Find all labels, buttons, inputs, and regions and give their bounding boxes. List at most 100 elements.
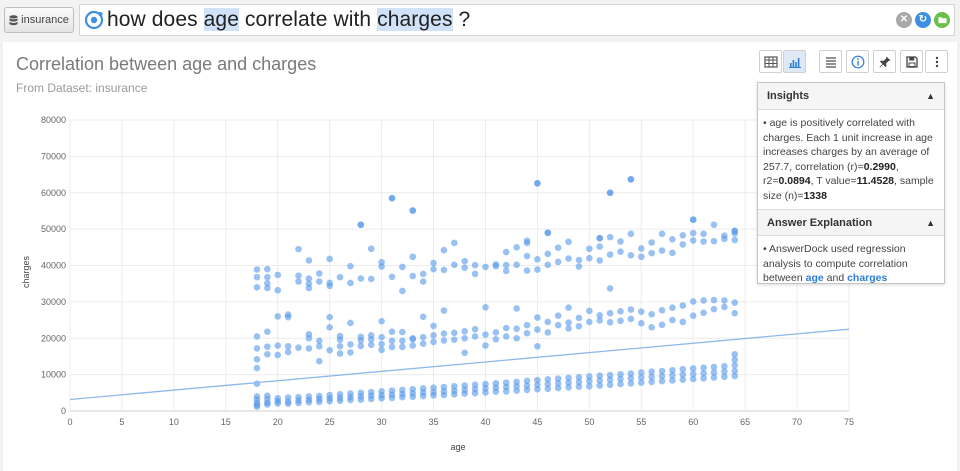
data-point[interactable] — [544, 261, 552, 269]
data-point[interactable] — [596, 243, 604, 250]
data-point[interactable] — [482, 380, 489, 388]
data-point[interactable] — [253, 393, 261, 400]
data-point[interactable] — [315, 342, 323, 350]
data-point[interactable] — [648, 249, 655, 257]
data-point[interactable] — [648, 310, 655, 318]
data-point[interactable] — [731, 299, 739, 306]
data-point[interactable] — [399, 328, 406, 336]
data-point[interactable] — [575, 263, 583, 270]
data-point[interactable] — [513, 261, 520, 269]
data-point[interactable] — [347, 341, 354, 348]
data-point[interactable] — [440, 307, 448, 314]
data-point[interactable] — [731, 361, 739, 369]
data-point[interactable] — [627, 230, 635, 238]
data-point[interactable] — [544, 318, 552, 326]
data-point[interactable] — [253, 345, 261, 352]
data-point[interactable] — [492, 336, 500, 343]
data-point[interactable] — [689, 237, 697, 244]
data-point[interactable] — [451, 336, 458, 344]
data-point[interactable] — [295, 344, 302, 352]
data-point[interactable] — [565, 255, 572, 262]
data-point[interactable] — [409, 385, 417, 393]
data-point[interactable] — [461, 257, 468, 265]
data-point[interactable] — [347, 279, 354, 287]
data-point[interactable] — [399, 337, 406, 345]
data-point[interactable] — [596, 317, 604, 324]
data-point[interactable] — [357, 221, 365, 229]
data-point[interactable] — [347, 390, 354, 397]
data-point[interactable] — [731, 367, 739, 375]
data-point[interactable] — [378, 388, 385, 395]
data-point[interactable] — [689, 216, 697, 223]
data-point[interactable] — [617, 317, 624, 325]
data-point[interactable] — [544, 385, 552, 393]
data-point[interactable] — [627, 315, 635, 323]
data-point[interactable] — [305, 393, 313, 400]
data-point[interactable] — [523, 237, 531, 245]
data-point[interactable] — [648, 373, 655, 381]
more-button[interactable] — [925, 50, 948, 73]
data-point[interactable] — [637, 308, 645, 315]
data-point[interactable] — [523, 321, 531, 329]
data-point[interactable] — [606, 251, 614, 258]
data-point[interactable] — [700, 364, 707, 372]
data-point[interactable] — [721, 303, 728, 311]
data-point[interactable] — [388, 343, 396, 351]
data-point[interactable] — [419, 278, 427, 285]
data-point[interactable] — [336, 273, 344, 281]
data-point[interactable] — [315, 270, 323, 277]
data-point[interactable] — [637, 320, 645, 327]
data-point[interactable] — [554, 244, 562, 251]
data-point[interactable] — [388, 273, 396, 281]
data-point[interactable] — [534, 381, 541, 389]
data-point[interactable] — [731, 372, 739, 380]
data-point[interactable] — [492, 329, 500, 336]
data-point[interactable] — [523, 252, 531, 260]
data-point[interactable] — [378, 333, 385, 341]
data-point[interactable] — [315, 278, 323, 285]
data-point[interactable] — [617, 375, 624, 383]
data-point[interactable] — [586, 245, 593, 253]
data-point[interactable] — [305, 345, 313, 352]
data-point[interactable] — [513, 334, 520, 342]
data-point[interactable] — [523, 329, 531, 337]
data-point[interactable] — [419, 340, 427, 348]
clear-icon[interactable]: ✕ — [896, 12, 912, 28]
data-point[interactable] — [513, 244, 520, 251]
data-point[interactable] — [544, 380, 552, 388]
list-button[interactable] — [819, 50, 842, 73]
data-point[interactable] — [399, 263, 406, 271]
data-point[interactable] — [637, 379, 645, 386]
data-point[interactable] — [731, 236, 739, 244]
data-point[interactable] — [617, 370, 624, 378]
data-point[interactable] — [409, 334, 417, 342]
data-point[interactable] — [648, 368, 655, 376]
data-point[interactable] — [596, 257, 604, 264]
data-point[interactable] — [596, 382, 604, 389]
data-point[interactable] — [669, 236, 676, 243]
data-point[interactable] — [679, 318, 687, 326]
data-point[interactable] — [565, 304, 572, 311]
data-point[interactable] — [357, 275, 365, 282]
data-point[interactable] — [388, 328, 396, 336]
data-point[interactable] — [502, 261, 510, 269]
data-point[interactable] — [471, 325, 479, 333]
data-point[interactable] — [471, 381, 479, 389]
data-point[interactable] — [378, 340, 385, 348]
data-point[interactable] — [295, 393, 302, 401]
data-point[interactable] — [679, 371, 687, 378]
data-point[interactable] — [388, 387, 396, 394]
data-point[interactable] — [523, 382, 531, 389]
data-point[interactable] — [305, 275, 313, 282]
data-point[interactable] — [315, 357, 323, 365]
data-point[interactable] — [430, 332, 437, 339]
table-view-button[interactable] — [759, 50, 782, 73]
data-point[interactable] — [284, 348, 292, 356]
data-point[interactable] — [658, 372, 666, 380]
data-point[interactable] — [253, 364, 261, 372]
data-point[interactable] — [669, 249, 676, 257]
data-point[interactable] — [326, 313, 333, 321]
data-point[interactable] — [502, 333, 510, 340]
data-point[interactable] — [679, 365, 687, 373]
data-point[interactable] — [627, 370, 635, 377]
